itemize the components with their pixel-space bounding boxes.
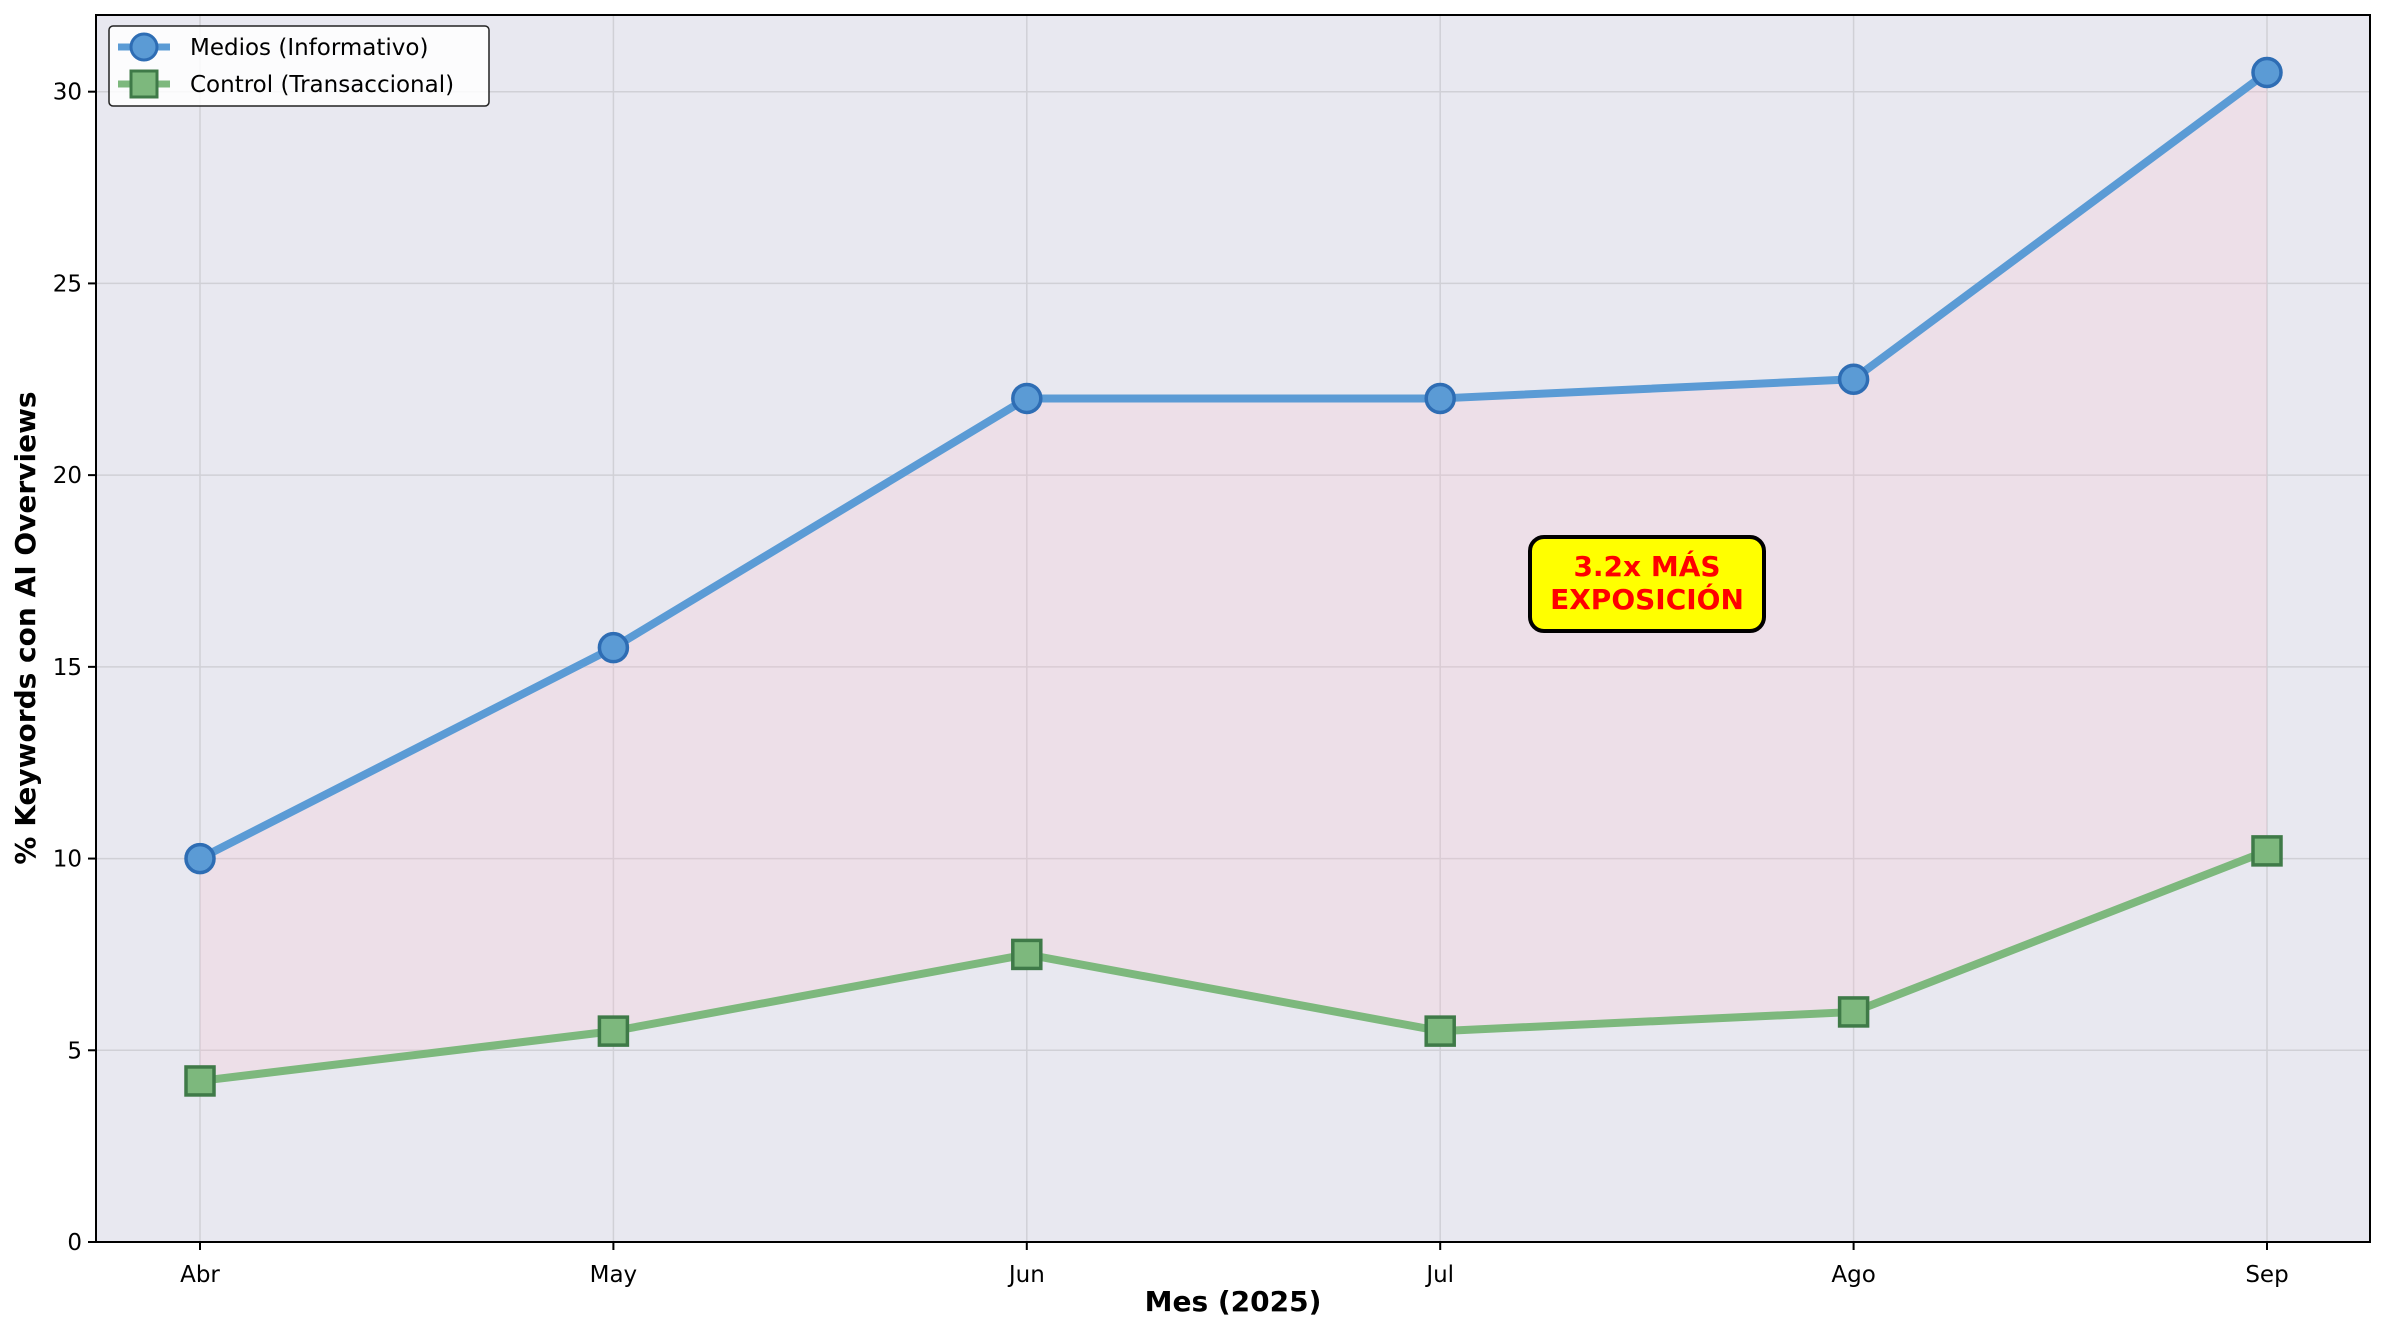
y-tick-label: 20 xyxy=(53,463,82,489)
data-point-medios xyxy=(184,842,216,875)
y-tick-label: 25 xyxy=(53,271,82,297)
x-tick-label: Jun xyxy=(1007,1262,1045,1288)
y-tick-label: 5 xyxy=(67,1038,82,1064)
annotation-box xyxy=(1528,535,1766,633)
legend-frame xyxy=(108,25,490,107)
axes-frame xyxy=(95,14,2371,1243)
y-tick-label: 30 xyxy=(53,80,82,106)
y-tick-label: 0 xyxy=(67,1230,82,1256)
series-line-control xyxy=(199,847,2269,1085)
data-point-medios xyxy=(597,631,630,664)
annotation-line-1: 3.2x MÁS xyxy=(1573,549,1720,583)
x-tick-label: Jul xyxy=(1424,1262,1454,1288)
y-axis-title: % Keywords con AI Overviews xyxy=(9,391,42,864)
axes: Abr May Jun Jul Ago Sep 0 5 10 15 20 25 30 xyxy=(53,14,2371,1288)
data-point-medios xyxy=(1424,382,1456,415)
y-tick-label: 10 xyxy=(53,847,82,873)
legend-control-marker xyxy=(129,69,159,99)
legend-medios-marker xyxy=(129,32,159,62)
fill-between-area xyxy=(200,72,2267,1081)
annotation-line-2: EXPOSICIÓN xyxy=(1550,582,1744,616)
x-tick-label: Abr xyxy=(180,1262,220,1288)
series-group xyxy=(184,56,2283,1097)
data-point-medios xyxy=(1011,382,1043,415)
data-point-control xyxy=(1011,938,1043,971)
annotation-callout: 3.2x MÁS EXPOSICIÓN xyxy=(1528,535,1766,633)
x-tick-label: Sep xyxy=(2245,1262,2288,1288)
data-point-control xyxy=(1837,996,1870,1028)
data-point-medios xyxy=(2251,56,2283,89)
x-tick-label: May xyxy=(590,1262,638,1288)
x-tick-label: Ago xyxy=(1831,1262,1875,1288)
legend: Medios (Informativo) Control (Transaccio… xyxy=(108,25,490,107)
data-point-medios xyxy=(1837,363,1870,396)
x-axis-title: Mes (2025) xyxy=(1145,1285,1322,1318)
data-point-control xyxy=(2251,835,2283,867)
legend-medios-label: Medios (Informativo) xyxy=(190,35,428,61)
legend-control-label: Control (Transaccional) xyxy=(190,72,454,98)
series-line-medios xyxy=(198,69,2270,863)
y-tick-label: 15 xyxy=(53,655,82,681)
fill-between-polygon xyxy=(200,72,2267,1081)
data-point-control xyxy=(184,1065,216,1097)
data-point-control xyxy=(1424,1015,1456,1047)
plot-area xyxy=(96,15,2370,1242)
data-point-control xyxy=(597,1015,630,1047)
